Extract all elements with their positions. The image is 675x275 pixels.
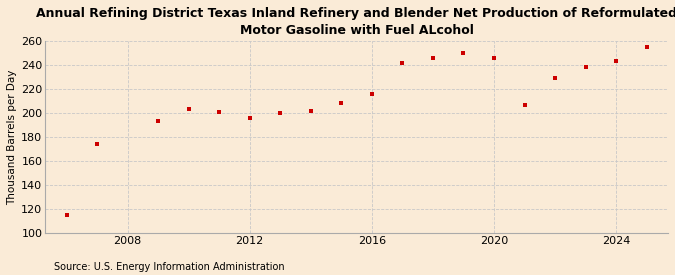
Point — [641, 45, 652, 49]
Point — [580, 65, 591, 70]
Point — [489, 56, 500, 60]
Point — [519, 102, 530, 107]
Point — [458, 51, 469, 55]
Text: Source: U.S. Energy Information Administration: Source: U.S. Energy Information Administ… — [54, 262, 285, 272]
Point — [611, 59, 622, 64]
Point — [275, 111, 286, 115]
Point — [367, 92, 377, 96]
Point — [336, 101, 347, 106]
Y-axis label: Thousand Barrels per Day: Thousand Barrels per Day — [7, 69, 17, 205]
Point — [183, 107, 194, 112]
Point — [427, 56, 438, 60]
Point — [214, 110, 225, 114]
Point — [549, 76, 560, 80]
Point — [61, 213, 72, 218]
Point — [92, 142, 103, 147]
Point — [397, 60, 408, 65]
Point — [244, 116, 255, 120]
Title: Annual Refining District Texas Inland Refinery and Blender Net Production of Ref: Annual Refining District Texas Inland Re… — [36, 7, 675, 37]
Point — [153, 119, 163, 124]
Point — [305, 108, 316, 113]
